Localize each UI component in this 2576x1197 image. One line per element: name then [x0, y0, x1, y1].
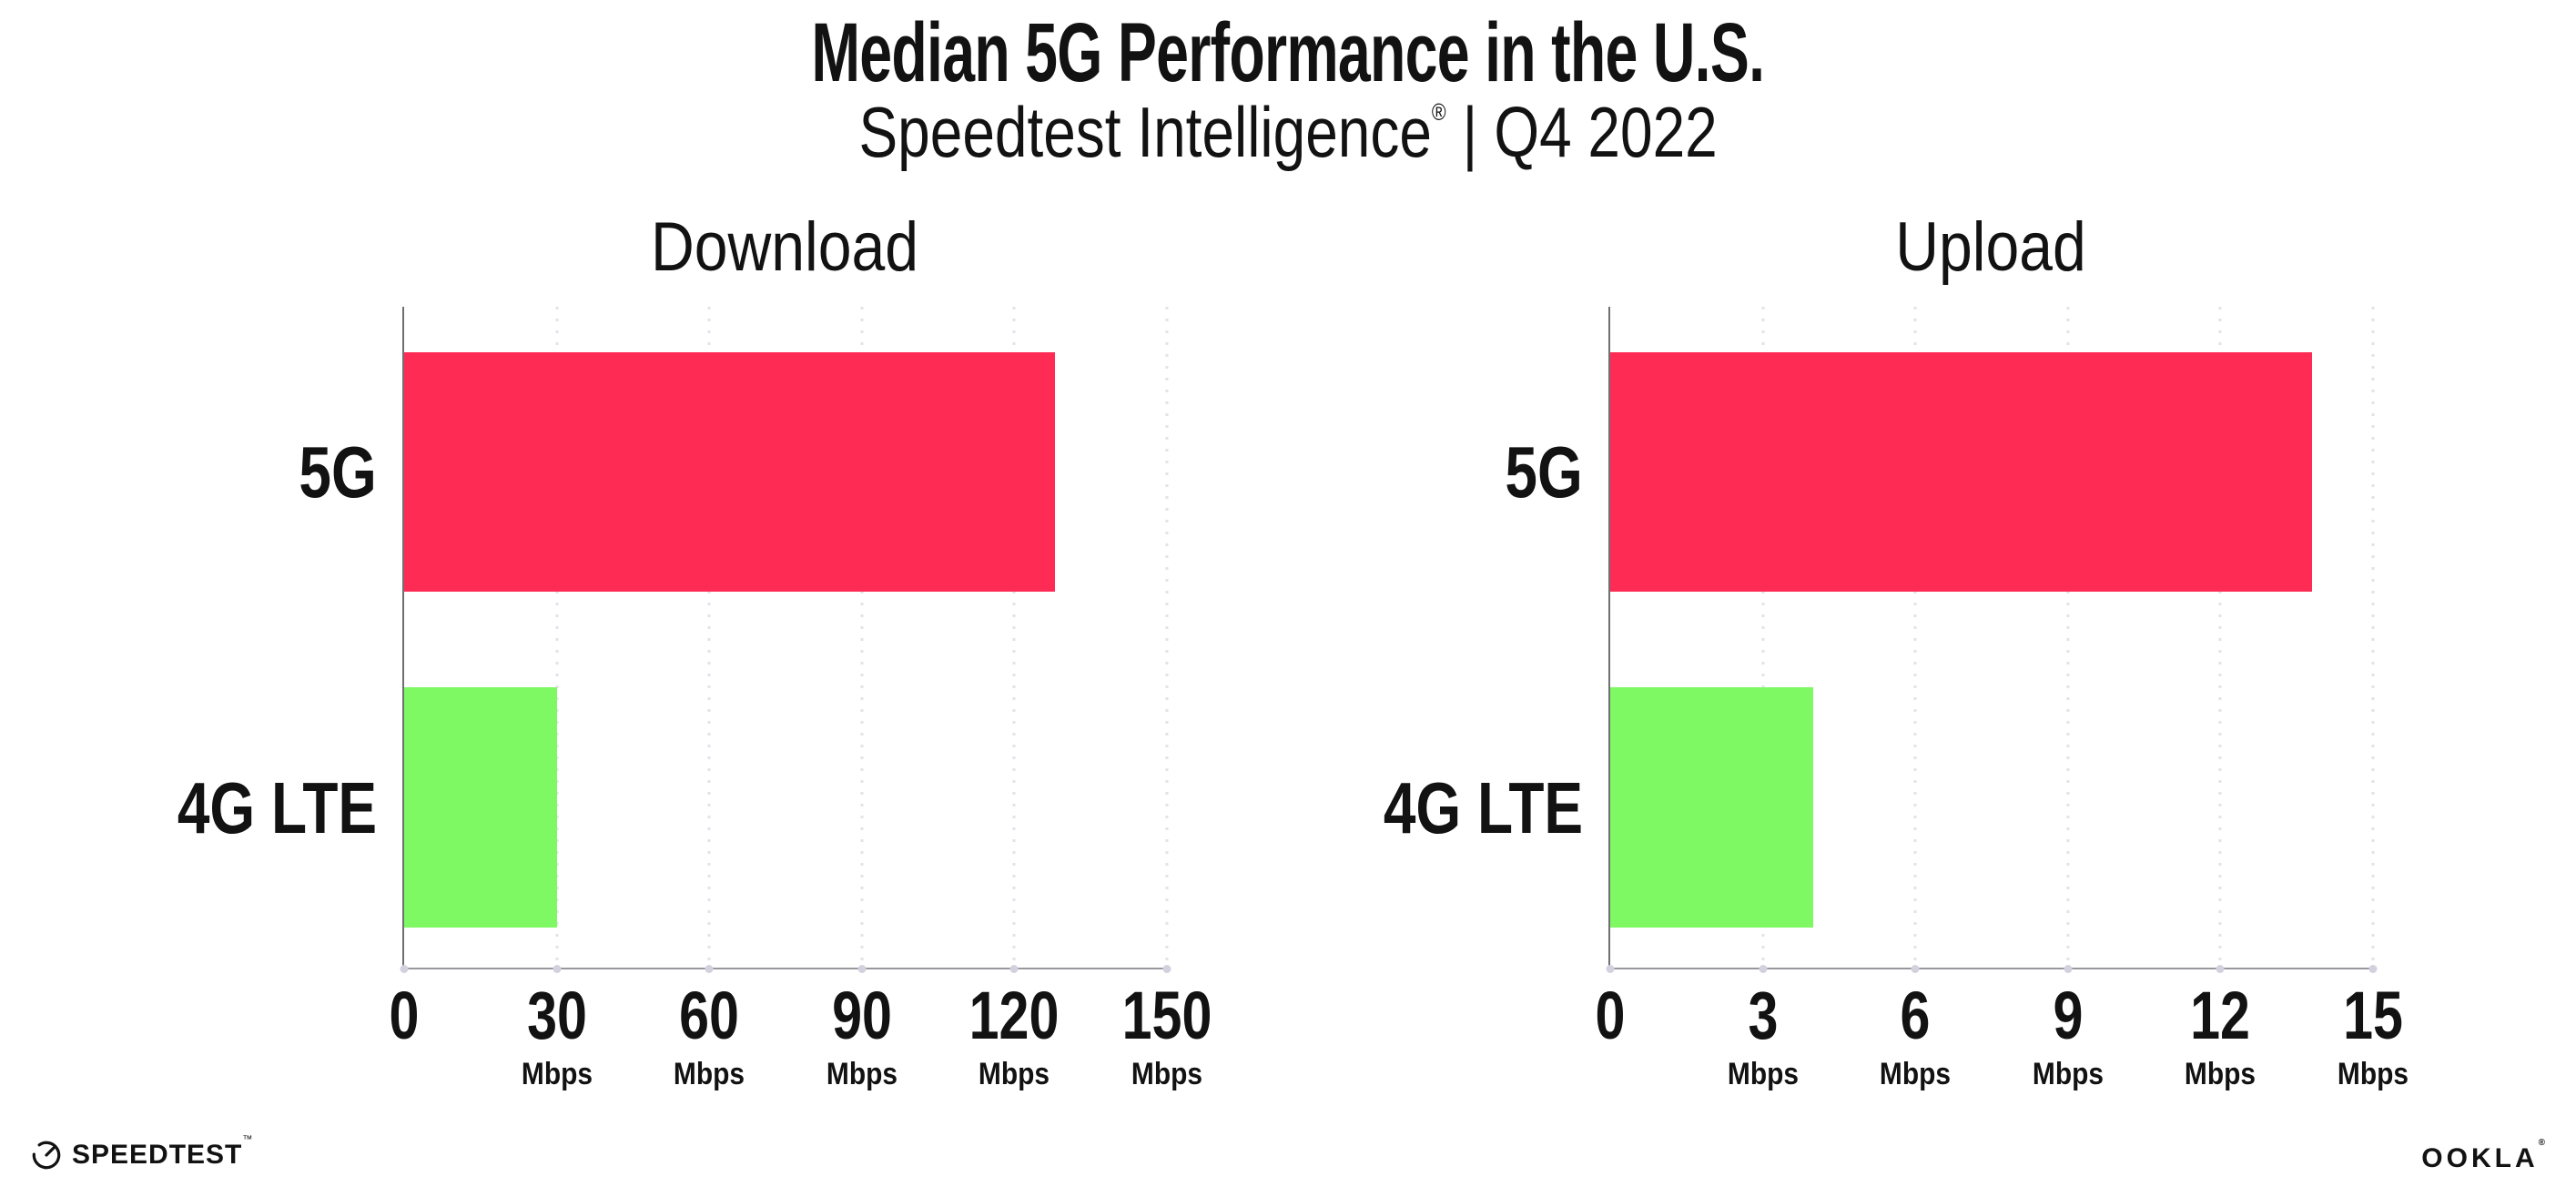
gridline-upload-9	[2066, 307, 2070, 968]
gridline-download-120	[1012, 307, 1016, 968]
x-tick-value: 120	[969, 978, 1060, 1053]
x-tick-value: 15	[2343, 978, 2403, 1053]
gridline-upload-15	[2371, 307, 2375, 968]
x-tick-label-upload-12: 12 Mbps	[2180, 982, 2261, 1090]
upload-plot-area: 0 3 Mbps 6 Mbps 9 Mbps 12 Mbps 15 Mbps 5G 4G LTE	[1384, 307, 2409, 1090]
x-tick-unit: Mbps	[2185, 1057, 2257, 1091]
registered-mark: ®	[1431, 98, 1446, 126]
x-tick-unit: Mbps	[2032, 1057, 2104, 1091]
speedtest-wordmark-text: SPEEDTEST	[72, 1140, 243, 1170]
x-tick-label-upload-9: 9 Mbps	[2027, 982, 2108, 1090]
upload-chart-title-text: Upload	[1895, 208, 2086, 286]
x-tick-value: 6	[1900, 978, 1931, 1053]
x-tick-unit: Mbps	[979, 1057, 1050, 1091]
subtitle-brand: Speedtest Intelligence	[858, 92, 1432, 172]
x-tick-value: 0	[1595, 978, 1626, 1053]
gridline-download-90	[860, 307, 864, 968]
x-tick-unit: Mbps	[1727, 1057, 1799, 1091]
x-tick-value: 0	[389, 978, 420, 1053]
x-tick-value: 9	[2053, 978, 2084, 1053]
category-label-5g-download: 5G	[299, 431, 377, 512]
x-tick-label-upload-3: 3 Mbps	[1722, 982, 1803, 1090]
download-plot-area: 0 30 Mbps 60 Mbps 90 Mbps 120 Mbps 150 Mbps 5G 4G LT…	[177, 307, 1212, 1090]
x-tick-value: 150	[1121, 978, 1212, 1053]
category-label-5g-upload: 5G	[1505, 431, 1583, 512]
tick-mark-download-150	[1162, 965, 1171, 973]
category-label-4g-lte-upload: 4G LTE	[1383, 767, 1583, 849]
tick-mark-download-60	[705, 965, 714, 973]
page-title: Median 5G Performance in the U.S.	[0, 5, 2576, 101]
tick-mark-upload-15	[2368, 965, 2378, 973]
x-tick-label-download-150: 150 Mbps	[1111, 982, 1222, 1090]
x-tick-unit: Mbps	[826, 1057, 898, 1091]
bar-4g-lte-upload	[1610, 687, 1814, 928]
bar-4g-lte-download	[404, 687, 557, 928]
page-subtitle: Speedtest Intelligence® | Q4 2022	[0, 91, 2576, 174]
x-tick-unit: Mbps	[1131, 1057, 1203, 1091]
x-tick-label-download-60: 60 Mbps	[669, 982, 750, 1090]
category-label-4g-lte-download: 4G LTE	[177, 767, 377, 849]
bar-5g-upload	[1610, 352, 2312, 592]
x-tick-unit: Mbps	[2337, 1057, 2409, 1091]
x-tick-value: 12	[2190, 978, 2251, 1053]
speedtest-trademark: ™	[242, 1134, 254, 1145]
speedometer-gauge-icon	[32, 1141, 61, 1170]
tick-mark-download-120	[1009, 965, 1019, 973]
x-tick-label-upload-0: 0	[1591, 982, 1628, 1050]
ookla-registered-mark: ®	[2538, 1138, 2545, 1148]
x-tick-label-download-0: 0	[385, 982, 422, 1050]
ookla-wordmark-text: OOKLA	[2421, 1143, 2539, 1173]
x-tick-value: 90	[831, 978, 892, 1053]
tick-mark-upload-12	[2216, 965, 2225, 973]
upload-chart-panel: Upload 0 3 Mbps 6 Mbps 9 Mbps 12 Mbps 15 Mbps 5G 4G …	[1384, 208, 2409, 1090]
tick-mark-download-0	[400, 965, 409, 973]
x-tick-unit: Mbps	[521, 1057, 593, 1091]
page-subtitle-text: Speedtest Intelligence® | Q4 2022	[858, 91, 1717, 174]
gridline-upload-12	[2218, 307, 2222, 968]
x-tick-value: 3	[1748, 978, 1779, 1053]
x-tick-label-upload-6: 6 Mbps	[1875, 982, 1956, 1090]
ookla-logo: OOKLA®	[2421, 1138, 2545, 1174]
x-tick-label-download-120: 120 Mbps	[958, 982, 1070, 1090]
download-chart-title-text: Download	[650, 208, 919, 286]
page-title-text: Median 5G Performance in the U.S.	[811, 6, 1766, 99]
x-tick-unit: Mbps	[1880, 1057, 1952, 1091]
tick-mark-upload-9	[2064, 965, 2073, 973]
tick-mark-download-90	[857, 965, 867, 973]
subtitle-period: Q4 2022	[1494, 92, 1718, 172]
subtitle-divider: |	[1462, 92, 1478, 172]
x-tick-value: 60	[679, 978, 740, 1053]
x-tick-label-download-30: 30 Mbps	[516, 982, 597, 1090]
tick-mark-upload-6	[1911, 965, 1920, 973]
gridline-upload-3	[1761, 307, 1765, 968]
speedtest-wordmark: SPEEDTEST™	[72, 1134, 253, 1171]
download-chart-panel: Download 0 30 Mbps 60 Mbps 90 Mbps 120 Mbps 150 Mb…	[177, 208, 1212, 1090]
x-tick-value: 30	[526, 978, 587, 1053]
speedtest-logo: SPEEDTEST™	[31, 1134, 253, 1171]
x-tick-label-download-90: 90 Mbps	[821, 982, 902, 1090]
tick-mark-upload-0	[1606, 965, 1615, 973]
upload-chart-title: Upload	[1895, 208, 2210, 287]
x-tick-unit: Mbps	[674, 1057, 745, 1091]
x-tick-label-upload-15: 15 Mbps	[2333, 982, 2414, 1090]
gridline-download-30	[555, 307, 559, 968]
bar-5g-download	[404, 352, 1056, 592]
tick-mark-download-30	[553, 965, 562, 973]
tick-mark-upload-3	[1759, 965, 1768, 973]
gridline-download-60	[707, 307, 711, 968]
gridline-download-150	[1165, 307, 1169, 968]
gridline-upload-6	[1913, 307, 1917, 968]
download-chart-title: Download	[651, 208, 1092, 287]
